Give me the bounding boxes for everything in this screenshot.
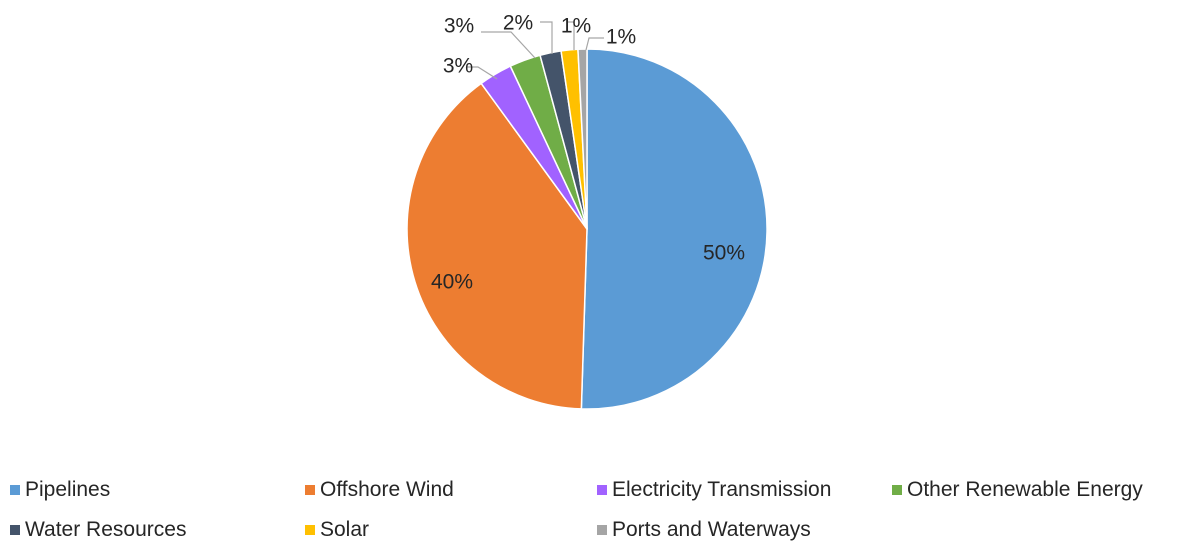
leader-line-other-renewable-energy [481, 31, 536, 59]
leader-line-ports-and-waterways [585, 37, 604, 51]
pie-slice-pipelines [580, 48, 768, 410]
data-label-offshore-wind: 40% [431, 271, 473, 294]
data-label-ports-and-waterways: 1% [606, 26, 636, 49]
leader-line-solar [568, 21, 575, 50]
leader-line-water-resources [540, 21, 553, 54]
leader-lines [467, 21, 604, 80]
pie-slice-ports-and-waterways [577, 48, 588, 230]
data-label-water-resources: 2% [503, 12, 533, 35]
data-labels: 50% 40% 3% 3% 2% 1% 1% [431, 12, 745, 294]
data-label-solar: 1% [561, 15, 591, 38]
data-label-pipelines: 50% [703, 242, 745, 265]
data-label-other-renewable-energy: 3% [444, 15, 474, 38]
pie-slice-offshore-wind [406, 82, 588, 410]
pie-slices [406, 48, 768, 410]
leader-line-electricity-transmission [467, 66, 498, 80]
data-label-electricity-transmission: 3% [443, 55, 473, 78]
